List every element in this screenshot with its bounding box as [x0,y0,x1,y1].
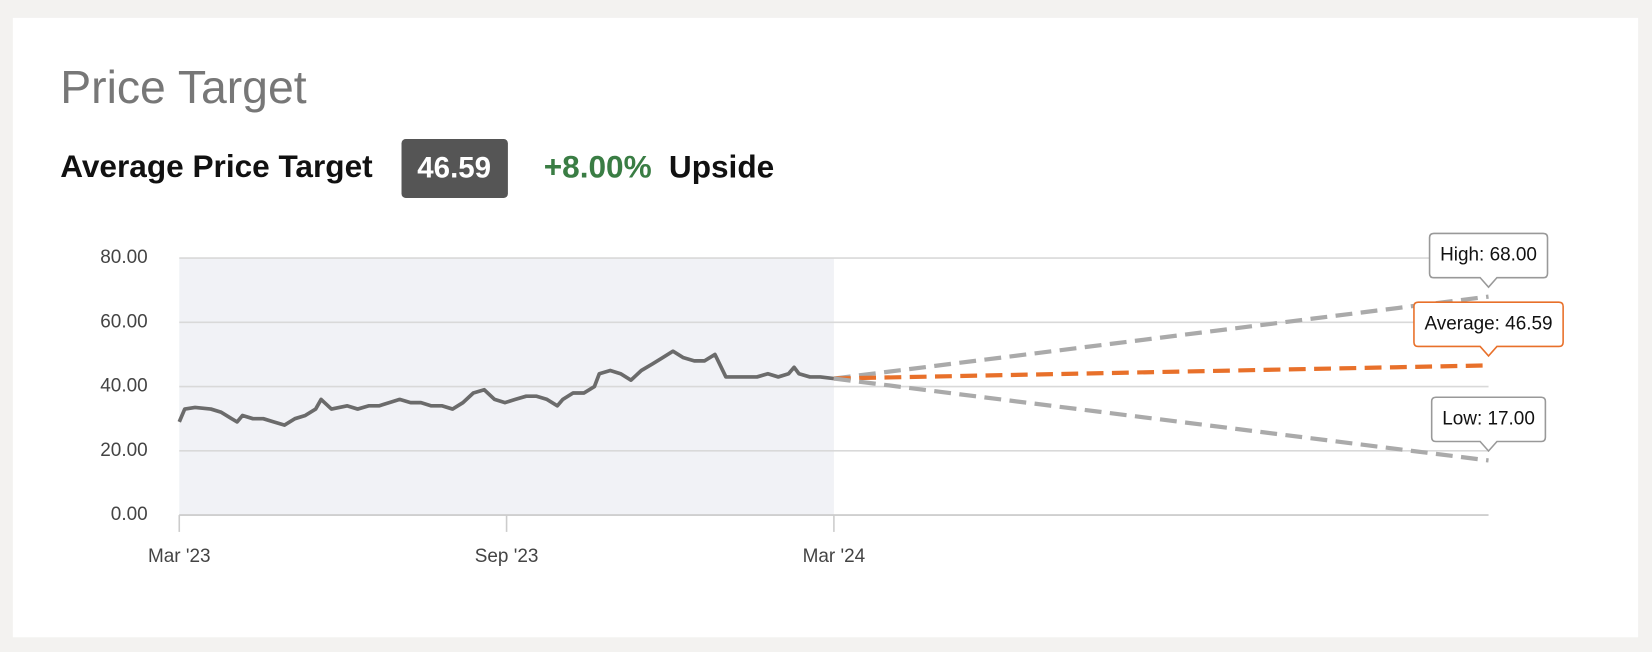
projection-line [833,363,1489,381]
tooltip-box [1413,301,1564,358]
tooltip-label: Average: 46.59 [1424,313,1552,334]
target-tooltip: Low: 17.00 [1430,396,1547,453]
x-tick-label: Mar '24 [803,546,866,567]
price-line [177,349,835,427]
x-tick-label: Mar '23 [148,546,211,567]
tooltip-label: High: 68.00 [1440,245,1537,266]
projection-line [833,376,1489,463]
projection-line [833,294,1489,381]
upside-word: Upside [669,149,774,185]
target-tooltip: High: 68.00 [1428,232,1549,289]
upside: +8.00% Upside [544,149,774,185]
average-value: 46.59 [417,151,491,184]
y-tick-label: 80.00 [100,247,147,268]
x-tick-label: Sep '23 [475,546,539,567]
tooltip-box [1430,396,1547,453]
tooltip-label: Low: 17.00 [1442,408,1535,429]
y-tick-label: 40.00 [100,376,147,397]
upside-pct: +8.00% [544,149,652,185]
title: Price Target [60,61,306,113]
tooltip-box [1428,232,1549,289]
y-tick-label: 0.00 [111,504,148,525]
average-badge [401,139,508,199]
y-tick-label: 60.00 [100,311,147,332]
target-tooltip: Average: 46.59 [1413,301,1564,358]
y-tick-label: 20.00 [100,440,147,461]
average-label: Average Price Target [60,148,373,184]
